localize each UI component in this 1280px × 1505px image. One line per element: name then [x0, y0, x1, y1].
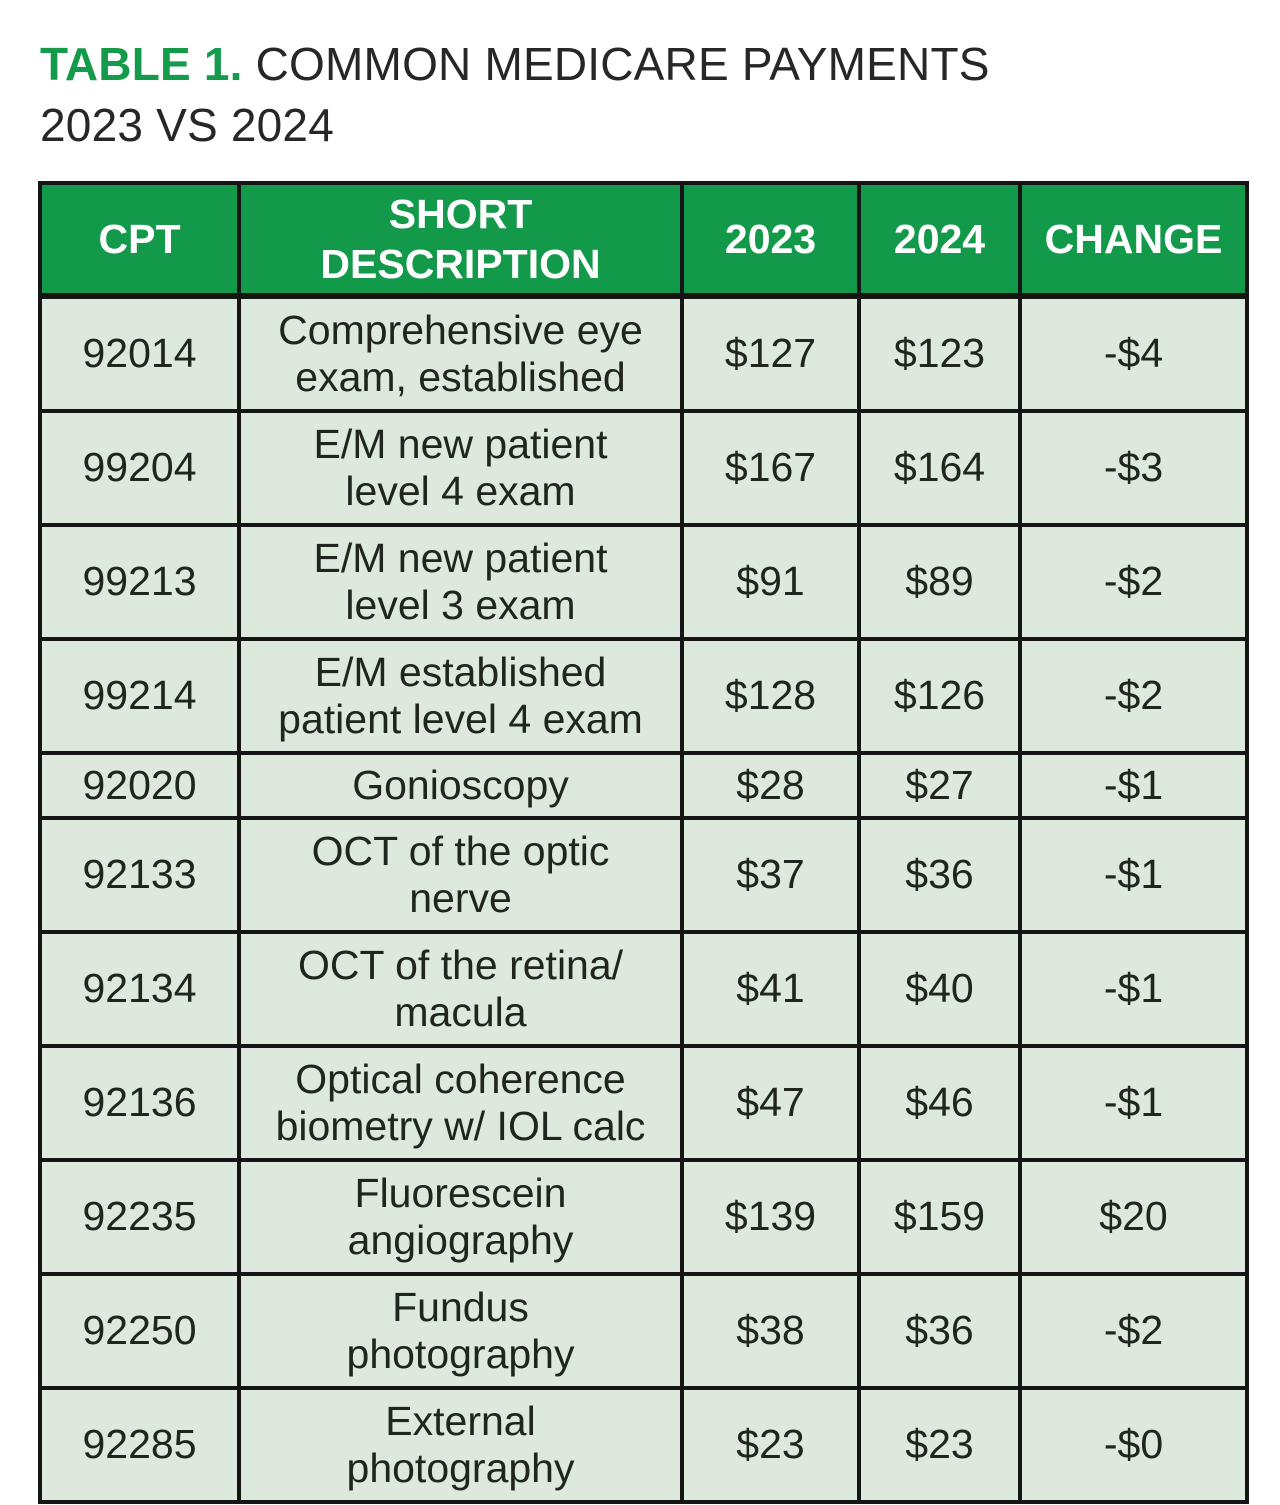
- value-2023-cell: $23: [680, 1386, 861, 1505]
- change-cell: -$0: [1018, 1386, 1249, 1505]
- description-cell: Fundus photography: [237, 1272, 684, 1391]
- value-2023-cell: $28: [680, 751, 861, 821]
- table-title-text-line2: 2023 VS 2024: [40, 98, 334, 151]
- value-2023-cell: $128: [680, 637, 861, 756]
- column-header-2023: 2023: [680, 181, 861, 300]
- description-cell: E/M new patient level 4 exam: [237, 409, 684, 528]
- change-cell: -$1: [1018, 930, 1249, 1049]
- value-2023-cell: $91: [680, 523, 861, 642]
- value-2023-cell: $127: [680, 294, 861, 414]
- change-cell: -$2: [1018, 1272, 1249, 1391]
- description-cell: External photography: [237, 1386, 684, 1505]
- description-cell: E/M new patient level 3 exam: [237, 523, 684, 642]
- change-cell: -$2: [1018, 523, 1249, 642]
- description-cell: Fluorescein angiography: [237, 1158, 684, 1277]
- value-2023-cell: $47: [680, 1044, 861, 1163]
- table-row: 92133 OCT of the optic nerve $37 $36 -$1: [38, 816, 1249, 935]
- table-title-text-line1: COMMON MEDICARE PAYMENTS: [255, 38, 990, 90]
- cpt-cell: 92235: [38, 1158, 241, 1277]
- value-2024-cell: $89: [857, 523, 1022, 642]
- description-cell: Optical coherence biometry w/ IOL calc: [237, 1044, 684, 1163]
- value-2024-cell: $27: [857, 751, 1022, 821]
- cpt-cell: 92250: [38, 1272, 241, 1391]
- cpt-cell: 99214: [38, 637, 241, 756]
- value-2023-cell: $41: [680, 930, 861, 1049]
- table-row: 92136 Optical coherence biometry w/ IOL …: [38, 1044, 1249, 1163]
- table-header-row: CPT SHORT DESCRIPTION 2023 2024 CHANGE: [38, 181, 1249, 300]
- column-header-cpt: CPT: [38, 181, 241, 300]
- value-2024-cell: $164: [857, 409, 1022, 528]
- table-title: TABLE 1. COMMON MEDICARE PAYMENTS 2023 V…: [0, 0, 1280, 155]
- description-cell: OCT of the retina/ macula: [237, 930, 684, 1049]
- value-2024-cell: $36: [857, 816, 1022, 935]
- cpt-cell: 99204: [38, 409, 241, 528]
- change-cell: -$1: [1018, 816, 1249, 935]
- change-cell: -$1: [1018, 751, 1249, 821]
- column-header-short-description: SHORT DESCRIPTION: [237, 181, 684, 300]
- table-row: 92235 Fluorescein angiography $139 $159 …: [38, 1158, 1249, 1277]
- table-row: 99213 E/M new patient level 3 exam $91 $…: [38, 523, 1249, 642]
- value-2023-cell: $139: [680, 1158, 861, 1277]
- table-row: 92014 Comprehensive eye exam, establishe…: [38, 294, 1249, 414]
- value-2023-cell: $38: [680, 1272, 861, 1391]
- table-title-label: TABLE 1.: [40, 38, 243, 90]
- cpt-cell: 99213: [38, 523, 241, 642]
- table-row: 92285 External photography $23 $23 -$0: [38, 1386, 1249, 1505]
- value-2024-cell: $46: [857, 1044, 1022, 1163]
- change-cell: $20: [1018, 1158, 1249, 1277]
- description-cell: Gonioscopy: [237, 751, 684, 821]
- column-header-change: CHANGE: [1018, 181, 1249, 300]
- value-2023-cell: $37: [680, 816, 861, 935]
- table-row: 92020 Gonioscopy $28 $27 -$1: [38, 751, 1249, 821]
- table-row: 99214 E/M established patient level 4 ex…: [38, 637, 1249, 756]
- cpt-cell: 92134: [38, 930, 241, 1049]
- table-row: 92250 Fundus photography $38 $36 -$2: [38, 1272, 1249, 1391]
- description-cell: OCT of the optic nerve: [237, 816, 684, 935]
- value-2024-cell: $36: [857, 1272, 1022, 1391]
- description-cell: E/M established patient level 4 exam: [237, 637, 684, 756]
- column-header-2024: 2024: [857, 181, 1022, 300]
- cpt-cell: 92136: [38, 1044, 241, 1163]
- table-row: 99204 E/M new patient level 4 exam $167 …: [38, 409, 1249, 528]
- medicare-payments-table: CPT SHORT DESCRIPTION 2023 2024 CHANGE 9…: [38, 181, 1249, 1505]
- value-2024-cell: $126: [857, 637, 1022, 756]
- change-cell: -$4: [1018, 294, 1249, 414]
- value-2023-cell: $167: [680, 409, 861, 528]
- value-2024-cell: $40: [857, 930, 1022, 1049]
- value-2024-cell: $123: [857, 294, 1022, 414]
- table-row: 92134 OCT of the retina/ macula $41 $40 …: [38, 930, 1249, 1049]
- cpt-cell: 92285: [38, 1386, 241, 1505]
- change-cell: -$1: [1018, 1044, 1249, 1163]
- description-cell: Comprehensive eye exam, established: [237, 294, 684, 414]
- cpt-cell: 92014: [38, 294, 241, 414]
- change-cell: -$2: [1018, 637, 1249, 756]
- value-2024-cell: $159: [857, 1158, 1022, 1277]
- cpt-cell: 92133: [38, 816, 241, 935]
- cpt-cell: 92020: [38, 751, 241, 821]
- value-2024-cell: $23: [857, 1386, 1022, 1505]
- change-cell: -$3: [1018, 409, 1249, 528]
